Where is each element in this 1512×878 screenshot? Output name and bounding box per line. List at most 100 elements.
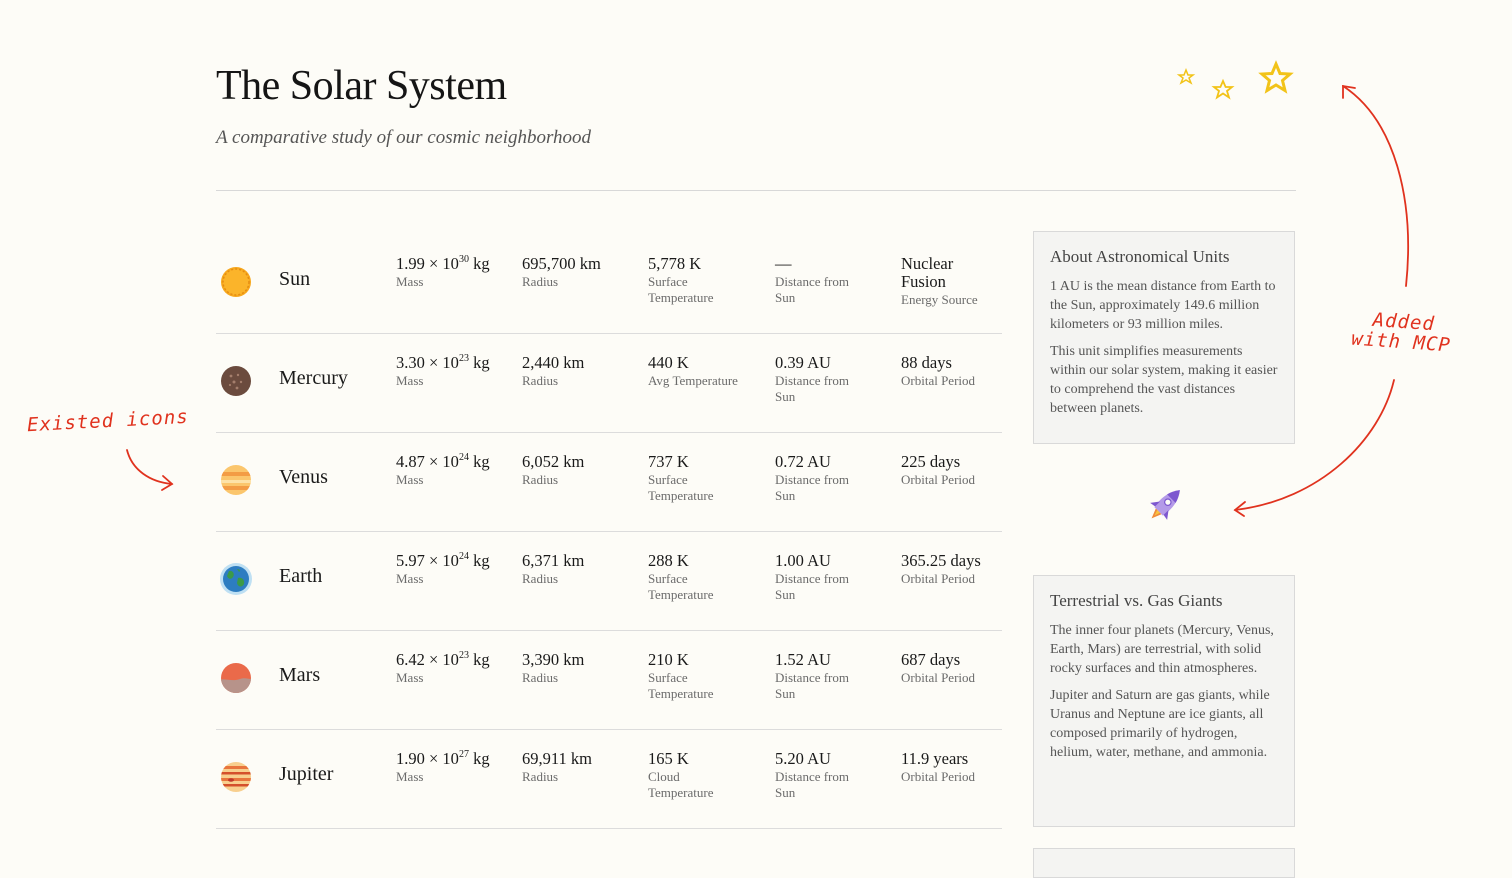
- arrow-top-right: [1342, 85, 1409, 287]
- header-divider: [216, 190, 1296, 191]
- table-row: Venus 4.87 × 1024 kg Mass 6,052 km Radius 737…: [216, 433, 1002, 532]
- mass-unit: kg: [468, 551, 490, 570]
- extra-cell: 365.25 days Orbital Period: [901, 552, 1001, 587]
- distance-value: —: [775, 254, 792, 273]
- planet-name: Mars: [279, 664, 321, 686]
- temperature-cell: 5,778 K Surface Temperature: [648, 255, 768, 305]
- temperature-value: 5,778 K: [648, 254, 702, 273]
- arrow-left: [126, 449, 173, 485]
- temperature-label: Cloud Temperature: [648, 769, 714, 800]
- mass-value: 5.97 × 1024 kg: [396, 550, 516, 570]
- table-row: Mercury 3.30 × 1023 kg Mass 2,440 km Radius 4…: [216, 334, 1002, 433]
- mass-cell: 5.97 × 1024 kg Mass: [396, 550, 516, 587]
- mass-cell: 1.99 × 1030 kg Mass: [396, 253, 516, 290]
- temperature-value: 737 K: [648, 452, 689, 471]
- extra-cell: 687 days Orbital Period: [901, 651, 1001, 686]
- page-subtitle: A comparative study of our cosmic neighb…: [216, 127, 592, 148]
- sun-icon: [221, 267, 251, 297]
- radius-label: Radius: [522, 472, 559, 487]
- info-box-astronomical-units: About Astronomical Units 1 AU is the mea…: [1033, 231, 1295, 444]
- temperature-value: 210 K: [648, 650, 689, 669]
- extra-value: 225 days: [901, 452, 961, 471]
- annotation-line: with MCP: [1350, 327, 1452, 357]
- mass-exponent: 30: [458, 253, 469, 265]
- extra-label: Orbital Period: [901, 373, 976, 388]
- temperature-label: Surface Temperature: [648, 472, 714, 503]
- distance-value: 0.72 AU: [775, 452, 831, 471]
- table-row: Earth 5.97 × 1024 kg Mass 6,371 km Radius 288…: [216, 532, 1002, 631]
- temperature-cell: 440 K Avg Temperature: [648, 354, 768, 389]
- info-box-paragraph: Jupiter and Saturn are gas giants, while…: [1050, 688, 1270, 760]
- radius-cell: 6,371 km Radius: [522, 552, 642, 587]
- radius-label: Radius: [522, 769, 559, 784]
- temperature-label: Surface Temperature: [648, 571, 714, 602]
- extra-label: Energy Source: [901, 292, 978, 307]
- star-large-icon: [1258, 60, 1294, 94]
- planet-table: Sun 1.99 × 1030 kg Mass 695,700 km Radius 5,7…: [216, 235, 1002, 859]
- mercury-icon: [221, 366, 251, 396]
- mass-label: Mass: [396, 373, 424, 388]
- radius-label: Radius: [522, 670, 559, 685]
- earth-icon: [220, 563, 252, 595]
- planet-name: Mercury: [279, 367, 348, 389]
- temperature-cell: 288 K Surface Temperature: [648, 552, 768, 602]
- info-box-terrestrial-vs-gas-giants: Terrestrial vs. Gas Giants The inner fou…: [1033, 575, 1295, 827]
- mars-icon: [221, 663, 251, 693]
- extra-cell: 88 days Orbital Period: [901, 354, 1001, 389]
- mass-label: Mass: [396, 670, 424, 685]
- mass-unit: kg: [468, 254, 490, 273]
- planet-name: Earth: [279, 565, 323, 587]
- temperature-label: Surface Temperature: [648, 670, 714, 701]
- mass-cell: 4.87 × 1024 kg Mass: [396, 452, 516, 488]
- distance-label: Distance from Sun: [775, 670, 850, 701]
- mass-label: Mass: [396, 274, 424, 289]
- mass-exponent: 23: [458, 352, 469, 364]
- mass-label: Mass: [396, 571, 424, 586]
- extra-label: Orbital Period: [901, 670, 976, 685]
- distance-cell: 1.00 AU Distance from Sun: [775, 552, 895, 602]
- radius-value: 695,700 km: [522, 254, 601, 273]
- extra-cell: 11.9 years Orbital Period: [901, 750, 1001, 785]
- radius-cell: 6,052 km Radius: [522, 453, 642, 488]
- extra-label: Orbital Period: [901, 571, 976, 586]
- mass-value: 6.42 × 1023 kg: [396, 650, 516, 669]
- table-row: Jupiter 1.90 × 1027 kg Mass 69,911 km Radius…: [216, 730, 1002, 829]
- mass-cell: 3.30 × 1023 kg Mass: [396, 352, 516, 389]
- table-row: Sun 1.99 × 1030 kg Mass 695,700 km Radius 5,7…: [216, 235, 1002, 334]
- extra-value: 88 days: [901, 353, 952, 372]
- arrowhead-top-right: [1342, 84, 1356, 99]
- distance-label: Distance from Sun: [775, 769, 850, 800]
- mass-base: 1.99 × 10: [396, 254, 459, 273]
- annotation-existed-icons: Existed icons: [26, 405, 190, 437]
- mass-label: Mass: [396, 472, 424, 487]
- info-box-paragraph: 1 AU is the mean distance from Earth to …: [1050, 279, 1276, 332]
- radius-value: 69,911 km: [522, 749, 592, 768]
- info-box-paragraph: The inner four planets (Mercury, Venus, …: [1050, 623, 1274, 676]
- extra-cell: 225 days Orbital Period: [901, 453, 1001, 488]
- extra-label: Orbital Period: [901, 769, 976, 784]
- mass-value: 1.90 × 1027 kg: [396, 749, 516, 768]
- page-title: The Solar System: [216, 63, 507, 109]
- distance-value: 0.39 AU: [775, 353, 831, 372]
- venus-icon: [221, 465, 251, 495]
- distance-cell: 0.72 AU Distance from Sun: [775, 453, 895, 503]
- mass-exponent: 24: [458, 550, 469, 562]
- info-box-title: About Astronomical Units: [1050, 247, 1230, 266]
- radius-value: 3,390 km: [522, 650, 585, 669]
- mass-base: 1.90 × 10: [396, 749, 459, 768]
- mass-unit: kg: [468, 452, 490, 471]
- radius-value: 2,440 km: [522, 353, 585, 372]
- mass-value: 3.30 × 1023 kg: [396, 352, 516, 372]
- mass-cell: 6.42 × 1023 kg Mass: [396, 650, 516, 686]
- distance-cell: — Distance from Sun: [775, 255, 895, 305]
- distance-cell: 0.39 AU Distance from Sun: [775, 354, 895, 404]
- mass-unit: kg: [468, 353, 490, 372]
- planet-name: Jupiter: [279, 763, 334, 785]
- extra-label: Orbital Period: [901, 472, 976, 487]
- extra-value: 365.25 days: [901, 551, 981, 570]
- radius-value: 6,371 km: [522, 551, 585, 570]
- planet-name: Venus: [279, 466, 328, 488]
- extra-value: Nuclear Fusion: [901, 254, 954, 291]
- mass-value: 4.87 × 1024 kg: [396, 452, 516, 471]
- distance-label: Distance from Sun: [775, 274, 850, 305]
